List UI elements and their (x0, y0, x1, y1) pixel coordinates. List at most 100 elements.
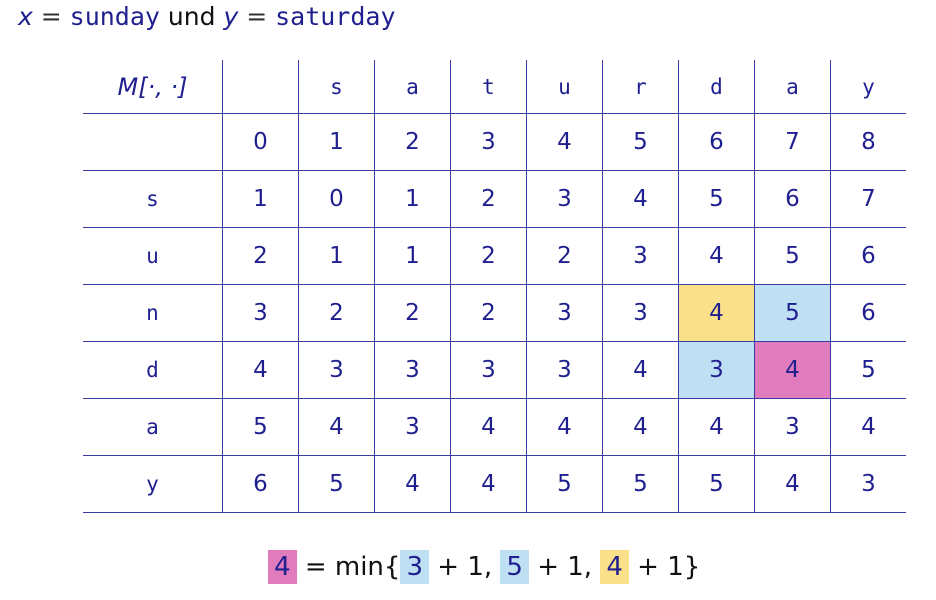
column-letter: d (678, 60, 755, 114)
edit-distance-table: M[·, ·] s a t u r d a y 0 1 2 3 4 5 6 7 8 s 1 0 1 2 3 4 5 6 7 u 2 1 1 2 2… (83, 60, 906, 513)
y-value: saturday (275, 2, 396, 31)
table-cell: 5 (754, 227, 831, 285)
equals: = (40, 2, 62, 31)
recurrence-formula: 4 = min{3 + 1, 5 + 1, 4 + 1} (268, 550, 700, 584)
y-variable: y (223, 2, 239, 31)
table-cell: 4 (450, 398, 527, 456)
table-cell: 3 (298, 341, 375, 399)
header-row: M[·, ·] s a t u r d a y (83, 60, 906, 114)
table-cell: 3 (830, 455, 906, 513)
table-cell: 5 (298, 455, 375, 513)
table-cell: 3 (754, 398, 831, 456)
column-letter: y (830, 60, 906, 114)
table-cell: 2 (526, 227, 603, 285)
table-cell: 4 (678, 398, 755, 456)
column-index: 2 (374, 113, 451, 171)
table-cell: 3 (374, 341, 451, 399)
table-cell: 4 (222, 341, 299, 399)
highlighted-cell: 4 (678, 284, 755, 342)
table-cell: 6 (830, 227, 906, 285)
column-index: 1 (298, 113, 375, 171)
table-cell: 5 (602, 455, 679, 513)
plus-one: + 1, (537, 552, 593, 582)
heading: x = sunday und y = saturday (18, 2, 396, 31)
table-cell: 3 (222, 284, 299, 342)
row-letter: s (83, 170, 223, 228)
highlighted-cell: 4 (754, 341, 831, 399)
row-letter: u (83, 227, 223, 285)
min-text: min{ (334, 552, 401, 582)
column-index: 8 (830, 113, 906, 171)
und-text: und (167, 2, 216, 31)
table-cell: 4 (678, 227, 755, 285)
table-cell: 4 (602, 170, 679, 228)
column-index: 6 (678, 113, 755, 171)
row-letter: n (83, 284, 223, 342)
plus-one: + 1, (437, 552, 493, 582)
column-index: 4 (526, 113, 603, 171)
table-cell: 2 (450, 227, 527, 285)
table-cell: 6 (754, 170, 831, 228)
table-cell: 1 (374, 170, 451, 228)
result-cell-value: 4 (268, 550, 297, 584)
table-cell: 1 (222, 170, 299, 228)
table-cell: 4 (754, 455, 831, 513)
table-cell: 4 (374, 455, 451, 513)
table-cell: 1 (298, 227, 375, 285)
plus-one-close: + 1} (637, 552, 701, 582)
highlighted-cell: 3 (678, 341, 755, 399)
table-cell: 3 (602, 227, 679, 285)
highlighted-cell: 5 (754, 284, 831, 342)
table-cell: 4 (526, 398, 603, 456)
column-index: 0 (222, 113, 299, 171)
table-cell: 6 (222, 455, 299, 513)
equals: = (304, 552, 327, 582)
table-cell: 4 (830, 398, 906, 456)
column-letter (222, 60, 299, 114)
empty-cell (83, 113, 223, 171)
upper-cell-value: 5 (500, 550, 529, 584)
table-cell: 2 (222, 227, 299, 285)
equals: = (246, 2, 268, 31)
column-letter: r (602, 60, 679, 114)
column-letter: u (526, 60, 603, 114)
table-cell: 3 (526, 170, 603, 228)
table-cell: 2 (298, 284, 375, 342)
table-cell: 5 (526, 455, 603, 513)
table-cell: 6 (830, 284, 906, 342)
left-cell-value: 3 (400, 550, 429, 584)
table-cell: 4 (602, 398, 679, 456)
column-letter: t (450, 60, 527, 114)
row-letter: d (83, 341, 223, 399)
column-letter: a (754, 60, 831, 114)
column-index: 7 (754, 113, 831, 171)
table-cell: 2 (374, 284, 451, 342)
row-letter: a (83, 398, 223, 456)
table-cell: 4 (450, 455, 527, 513)
table-cell: 5 (222, 398, 299, 456)
table-cell: 3 (450, 341, 527, 399)
column-index: 3 (450, 113, 527, 171)
diagonal-cell-value: 4 (600, 550, 629, 584)
x-value: sunday (69, 2, 160, 31)
table-cell: 5 (830, 341, 906, 399)
row-letter: y (83, 455, 223, 513)
table-cell: 4 (298, 398, 375, 456)
table-cell: 3 (374, 398, 451, 456)
column-index: 5 (602, 113, 679, 171)
table-cell: 5 (678, 170, 755, 228)
table-cell: 2 (450, 284, 527, 342)
table-cell: 7 (830, 170, 906, 228)
table-cell: 3 (602, 284, 679, 342)
column-letter: s (298, 60, 375, 114)
x-variable: x (18, 2, 33, 31)
table-cell: 2 (450, 170, 527, 228)
table-cell: 4 (602, 341, 679, 399)
